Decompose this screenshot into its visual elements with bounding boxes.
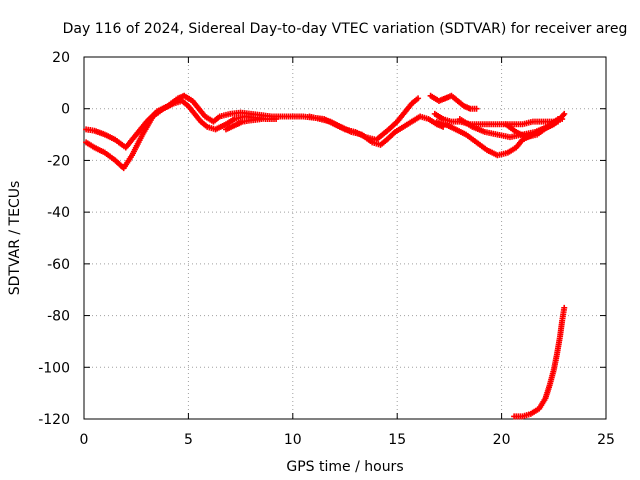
data-point bbox=[473, 105, 480, 112]
data-point bbox=[258, 116, 265, 123]
y-tick-label: -20 bbox=[47, 153, 70, 169]
x-tick-labels: 0 5 10 15 20 25 bbox=[80, 432, 615, 448]
x-axis-label: GPS time / hours bbox=[286, 459, 403, 475]
data-point bbox=[561, 304, 568, 311]
series-track-c bbox=[222, 116, 265, 133]
y-tick-label: -60 bbox=[47, 257, 70, 273]
x-tick-label: 25 bbox=[597, 432, 615, 448]
x-tick-label: 10 bbox=[284, 432, 302, 448]
x-tick-label: 5 bbox=[184, 432, 193, 448]
y-tick-labels: 20 0 -20 -40 -60 -80 -100 -120 bbox=[38, 50, 70, 428]
data-point bbox=[561, 110, 568, 117]
data-points bbox=[83, 92, 568, 420]
series-track-e bbox=[427, 92, 480, 112]
y-tick-label: -120 bbox=[38, 412, 70, 428]
chart-title: Day 116 of 2024, Sidereal Day-to-day VTE… bbox=[63, 21, 628, 37]
y-tick-label: 0 bbox=[61, 102, 70, 118]
data-point bbox=[415, 95, 422, 102]
y-tick-label: -100 bbox=[38, 360, 70, 376]
x-tick-label: 0 bbox=[80, 432, 89, 448]
axis-ticks bbox=[83, 56, 607, 420]
y-axis-label: SDTVAR / TECUs bbox=[7, 181, 23, 296]
series-track-d bbox=[306, 113, 447, 148]
plot-frame bbox=[83, 56, 607, 420]
x-tick-label: 20 bbox=[493, 432, 511, 448]
y-tick-label: -80 bbox=[47, 309, 70, 325]
series-track-j bbox=[511, 304, 568, 420]
x-tick-label: 15 bbox=[388, 432, 406, 448]
y-tick-label: 20 bbox=[52, 50, 70, 66]
series-track-b bbox=[83, 97, 280, 172]
series-track-i bbox=[502, 116, 561, 141]
y-tick-label: -40 bbox=[47, 205, 70, 221]
data-point bbox=[554, 116, 561, 123]
data-point bbox=[273, 116, 280, 123]
